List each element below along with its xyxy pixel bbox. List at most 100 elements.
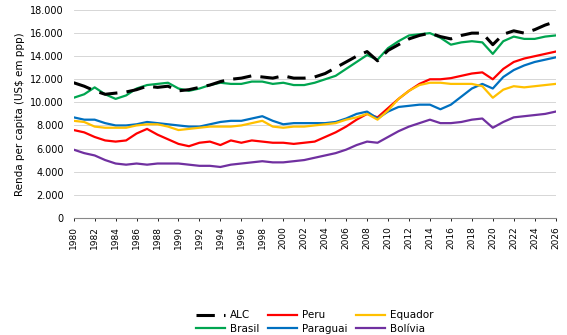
Peru (238, 141, 245, 145)
Paraguai (248, 117, 255, 121)
Equador (447, 82, 454, 86)
Peru (405, 89, 412, 93)
Peru (510, 60, 517, 64)
Equador (521, 85, 528, 89)
Peru (395, 97, 402, 101)
Paraguai (353, 112, 360, 116)
Peru (269, 141, 276, 145)
Brasil (353, 60, 360, 64)
Equador (154, 122, 161, 126)
ALC (542, 23, 549, 27)
Bolívia (426, 118, 433, 122)
Equador (374, 118, 381, 122)
Equador (426, 81, 433, 85)
ALC (227, 77, 234, 81)
Peru (290, 142, 297, 146)
Brasil (217, 81, 224, 85)
Peru (426, 77, 433, 81)
Brasil (395, 39, 402, 43)
Bolívia (447, 121, 454, 125)
Peru (101, 138, 108, 142)
Paraguai (196, 125, 203, 129)
Paraguai (81, 118, 87, 122)
Bolívia (500, 120, 507, 124)
Bolívia (217, 165, 224, 169)
Equador (185, 127, 192, 131)
Brasil (521, 37, 528, 41)
Equador (81, 120, 87, 124)
Peru (175, 142, 182, 146)
Bolívia (342, 148, 349, 152)
Equador (468, 82, 475, 86)
ALC (479, 31, 486, 35)
Paraguai (269, 119, 276, 123)
Equador (196, 126, 203, 130)
Paraguai (101, 121, 108, 125)
Bolívia (280, 160, 287, 164)
Equador (353, 115, 360, 119)
Peru (363, 112, 370, 116)
Brasil (112, 97, 119, 101)
Paraguai (468, 86, 475, 90)
Equador (416, 83, 423, 87)
Brasil (81, 92, 87, 96)
Equador (259, 119, 266, 123)
Brasil (311, 81, 318, 85)
Peru (185, 144, 192, 148)
ALC (363, 50, 370, 54)
Legend: ALC, Brasil, Peru, Paraguai, Equador, Bolívia: ALC, Brasil, Peru, Paraguai, Equador, Bo… (196, 310, 434, 334)
Equador (405, 89, 412, 93)
Paraguai (175, 123, 182, 127)
Bolívia (248, 160, 255, 164)
Paraguai (164, 122, 171, 126)
Brasil (489, 52, 496, 56)
Bolívia (290, 159, 297, 163)
Bolívia (238, 161, 245, 165)
ALC (196, 85, 203, 89)
ALC (143, 84, 150, 88)
Equador (70, 119, 77, 123)
Bolívia (552, 110, 559, 114)
Bolívia (206, 164, 213, 168)
Peru (164, 137, 171, 141)
Peru (468, 71, 475, 75)
Peru (321, 135, 328, 139)
ALC (217, 80, 224, 84)
Brasil (91, 85, 98, 89)
ALC (416, 34, 423, 38)
Paraguai (133, 122, 140, 126)
ALC (384, 49, 391, 53)
Line: Bolívia: Bolívia (74, 112, 556, 167)
Peru (500, 67, 507, 71)
Line: Peru: Peru (74, 52, 556, 146)
Bolívia (311, 156, 318, 160)
Paraguai (122, 123, 129, 127)
Peru (196, 141, 203, 145)
Bolívia (196, 164, 203, 168)
Paraguai (185, 125, 192, 129)
Peru (374, 115, 381, 119)
Bolívia (510, 115, 517, 119)
Bolívia (185, 163, 192, 167)
Equador (101, 126, 108, 130)
Paraguai (290, 121, 297, 125)
Equador (384, 109, 391, 113)
Bolívia (101, 158, 108, 162)
ALC (426, 31, 433, 35)
ALC (374, 59, 381, 63)
ALC (531, 28, 538, 32)
Brasil (416, 32, 423, 36)
Equador (122, 126, 129, 130)
Bolívia (269, 160, 276, 164)
Bolívia (81, 151, 87, 155)
Equador (112, 126, 119, 130)
Brasil (122, 93, 129, 97)
ALC (206, 83, 213, 87)
Brasil (154, 82, 161, 86)
Paraguai (311, 121, 318, 125)
Brasil (164, 81, 171, 85)
Peru (342, 125, 349, 129)
Peru (332, 130, 339, 134)
Paraguai (510, 68, 517, 72)
Bolívia (542, 112, 549, 116)
